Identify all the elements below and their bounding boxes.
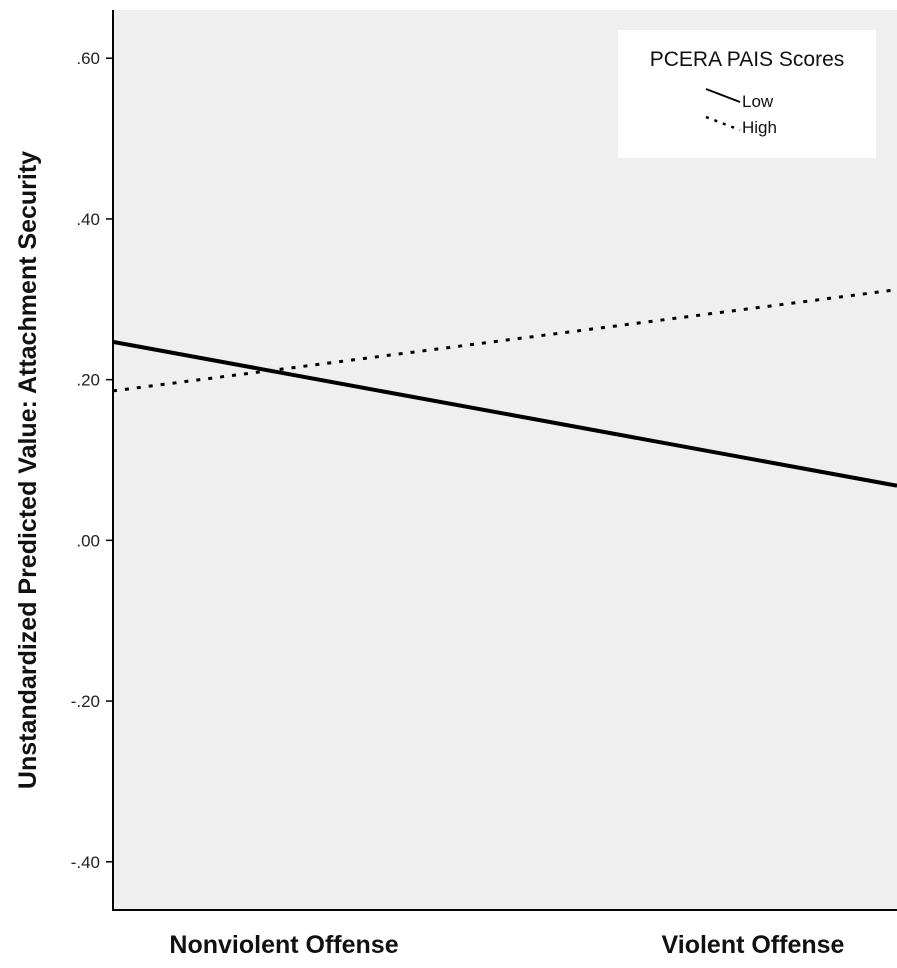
x-category-label-violent: Violent Offense <box>662 931 845 959</box>
x-category-label-nonviolent: Nonviolent Offense <box>169 931 398 959</box>
y-tick-label: -.20 <box>71 692 100 711</box>
y-tick-label: -.40 <box>71 853 100 872</box>
y-axis-title: Unstandardized Predicted Value: Attachme… <box>14 151 42 789</box>
legend-box <box>618 30 876 158</box>
legend: PCERA PAIS Scores Low High <box>618 30 876 158</box>
y-tick-label: .00 <box>76 531 100 550</box>
y-tick-label: .20 <box>76 371 100 390</box>
series-line-low <box>112 339 897 488</box>
y-tick-label: .60 <box>76 49 100 68</box>
legend-label-low: Low <box>742 92 774 111</box>
legend-swatch-high <box>705 115 741 132</box>
y-axis-ticks: .60 .40 .20 .00 -.20 -.40 <box>71 49 113 872</box>
legend-title: PCERA PAIS Scores <box>650 48 845 71</box>
series-lines <box>112 288 897 488</box>
legend-label-high: High <box>742 118 777 137</box>
y-tick-label: .40 <box>76 210 100 229</box>
legend-swatch-low <box>705 88 741 103</box>
